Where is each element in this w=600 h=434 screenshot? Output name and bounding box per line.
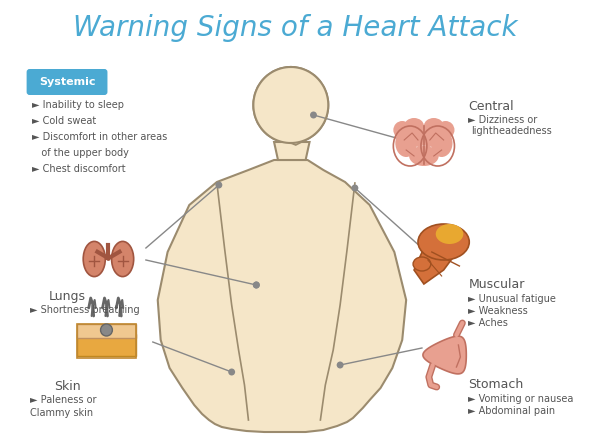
Ellipse shape xyxy=(436,224,463,244)
Ellipse shape xyxy=(112,241,134,276)
Ellipse shape xyxy=(394,121,411,139)
Text: ► Inability to sleep: ► Inability to sleep xyxy=(32,100,124,110)
Ellipse shape xyxy=(421,125,437,147)
Ellipse shape xyxy=(404,118,424,134)
Circle shape xyxy=(215,181,223,188)
Text: ► Abdominal pain: ► Abdominal pain xyxy=(468,406,556,416)
Text: ► Aches: ► Aches xyxy=(468,318,508,328)
Polygon shape xyxy=(274,142,310,160)
Text: ► Discomfort in other areas: ► Discomfort in other areas xyxy=(32,132,167,142)
Ellipse shape xyxy=(424,118,443,134)
Text: Skin: Skin xyxy=(54,380,80,393)
Text: Stomach: Stomach xyxy=(468,378,524,391)
Ellipse shape xyxy=(409,146,439,166)
Polygon shape xyxy=(423,336,466,374)
Text: ► Weakness: ► Weakness xyxy=(468,306,528,316)
Circle shape xyxy=(253,282,260,289)
Polygon shape xyxy=(158,160,406,432)
Polygon shape xyxy=(291,75,323,145)
Circle shape xyxy=(352,184,358,191)
Text: ► Dizziness or: ► Dizziness or xyxy=(468,115,538,125)
FancyBboxPatch shape xyxy=(26,69,107,95)
Circle shape xyxy=(228,368,235,375)
Ellipse shape xyxy=(418,224,469,260)
Text: ► Chest discomfort: ► Chest discomfort xyxy=(32,164,125,174)
Text: Warning Signs of a Heart Attack: Warning Signs of a Heart Attack xyxy=(73,14,518,42)
Text: Central: Central xyxy=(468,100,514,113)
Text: ► Shortness breathing: ► Shortness breathing xyxy=(29,305,139,315)
Text: Clammy skin: Clammy skin xyxy=(29,408,93,418)
Text: ► Vomiting or nausea: ► Vomiting or nausea xyxy=(468,394,574,404)
Circle shape xyxy=(253,282,260,289)
Ellipse shape xyxy=(413,257,431,271)
Ellipse shape xyxy=(83,241,105,276)
FancyBboxPatch shape xyxy=(77,334,136,356)
Ellipse shape xyxy=(411,125,427,147)
Text: ► Cold sweat: ► Cold sweat xyxy=(32,116,96,126)
Circle shape xyxy=(310,112,317,118)
FancyBboxPatch shape xyxy=(77,324,136,338)
Circle shape xyxy=(253,67,328,143)
Circle shape xyxy=(337,362,344,368)
Text: Systemic: Systemic xyxy=(39,77,95,87)
Circle shape xyxy=(101,324,112,336)
Ellipse shape xyxy=(431,129,452,157)
Text: lightheadedness: lightheadedness xyxy=(471,126,552,136)
Ellipse shape xyxy=(437,121,454,139)
Text: ► Unusual fatigue: ► Unusual fatigue xyxy=(468,294,556,304)
Ellipse shape xyxy=(395,129,417,157)
Text: ► Paleness or: ► Paleness or xyxy=(29,395,96,405)
Text: Lungs: Lungs xyxy=(49,290,86,303)
Text: of the upper body: of the upper body xyxy=(32,148,128,158)
Polygon shape xyxy=(414,248,455,284)
Circle shape xyxy=(253,67,328,143)
Text: Muscular: Muscular xyxy=(468,278,524,291)
